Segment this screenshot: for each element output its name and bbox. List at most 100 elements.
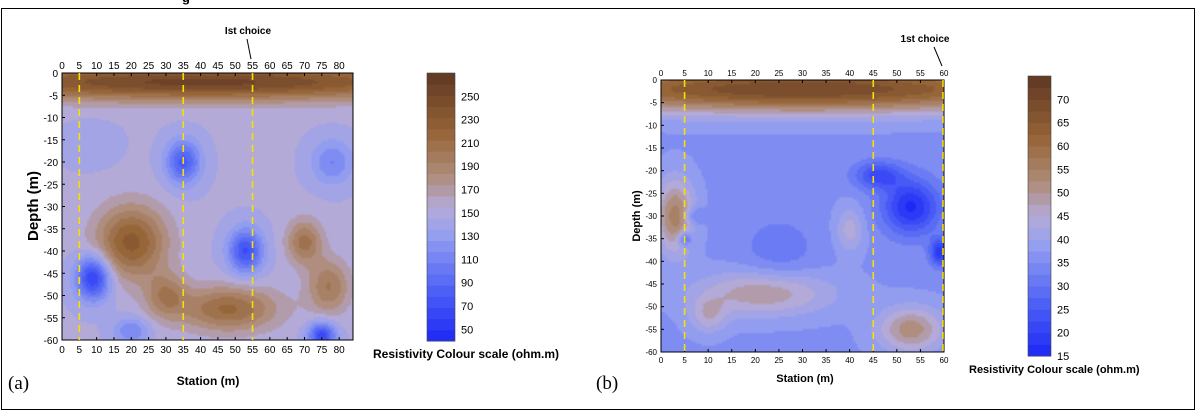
xlabel-b: Station (m) [776, 373, 834, 385]
heatmap-b [661, 80, 944, 352]
x-tick-top-label: 65 [282, 61, 294, 72]
x-tick-bottom-label: 10 [704, 356, 713, 365]
annotation-a: Ist choice [225, 26, 272, 37]
x-tick-top-label: 10 [91, 61, 103, 72]
colorbar-b: 15 20 25 30 35 40 45 50 55 60 65 70 [1027, 75, 1069, 363]
y-tick-label: -10 [44, 114, 59, 125]
colorbar-tick-label: 190 [461, 161, 479, 173]
colorbar-tick-label: 210 [461, 138, 479, 150]
y-tick-label: -40 [645, 257, 657, 266]
colorbar-label-a: Resistivity Colour scale (ohm.m) [373, 347, 559, 361]
colorbar-segment [1028, 251, 1051, 264]
x-tick-top-label: 15 [727, 69, 736, 78]
x-tick-bottom-label: 30 [160, 345, 172, 356]
x-tick-bottom-label: 80 [334, 345, 346, 356]
colorbar-segment [1028, 297, 1051, 310]
colorbar-tick-label: 70 [1057, 94, 1069, 106]
x-tick-top-label: 50 [892, 69, 901, 78]
x-tick-top-label: 50 [230, 61, 242, 72]
x-tick-bottom-label: 60 [264, 345, 276, 356]
panel-label-a: (a) [8, 373, 30, 394]
x-tick-top-label: 40 [845, 69, 854, 78]
y-tick-label: 0 [52, 69, 58, 80]
y-tick-label: -15 [645, 144, 657, 153]
colorbar-segment [427, 262, 455, 275]
colorbar-segment [1028, 134, 1051, 147]
colorbar-segment [427, 151, 455, 163]
x-ticks-bottom-a: 0 5 10 15 20 25 30 35 40 45 50 55 60 65 70 75 80 [59, 337, 345, 356]
clipped-caption-fragment: g [182, 0, 190, 5]
x-tick-bottom-label: 20 [751, 356, 760, 365]
colorbar-segment [1028, 321, 1051, 334]
x-tick-bottom-label: 30 [798, 356, 807, 365]
x-tick-top-label: 35 [822, 69, 831, 78]
y-tick-label: 0 [653, 76, 658, 85]
y-tick-label: -60 [645, 348, 657, 357]
x-tick-top-label: 45 [869, 69, 878, 78]
colorbar-segment [427, 274, 455, 286]
x-tick-top-label: 60 [264, 61, 276, 72]
x-tick-top-label: 40 [195, 61, 207, 72]
x-tick-top-label: 25 [143, 61, 155, 72]
colorbar-segment [1028, 76, 1051, 89]
y-tick-label: -10 [645, 121, 657, 130]
colorbar-segment [1028, 262, 1051, 275]
colorbar-segment [1028, 239, 1051, 252]
colorbar-segment [427, 117, 455, 130]
colorbar-outline [1027, 75, 1052, 357]
x-tick-top-label: 10 [704, 69, 713, 78]
colorbar-segment [1028, 99, 1051, 112]
x-tick-top-label: 60 [940, 69, 949, 78]
y-tick-label: -5 [650, 99, 658, 108]
x-tick-top-label: 30 [798, 69, 807, 78]
x-tick-top-label: 0 [659, 69, 664, 78]
colorbar-tick-label: 45 [1057, 211, 1069, 223]
x-tick-bottom-label: 5 [77, 345, 83, 356]
colorbar-label-b: Resistivity Colour scale (ohm.m) [969, 364, 1140, 376]
dashed-lines-b [683, 80, 944, 352]
colorbar-tick-label: 250 [461, 91, 479, 103]
x-tick-bottom-label: 15 [108, 345, 120, 356]
y-tick-label: -35 [44, 225, 59, 236]
colorbar-outline [426, 72, 456, 342]
colorbar-segment [427, 229, 455, 241]
y-tick-label: -30 [645, 212, 657, 221]
colorbar-tick-label: 35 [1057, 258, 1069, 270]
colorbar-a: 50 70 90 110 130 150 170 190 210 230 250 [426, 72, 479, 342]
x-tick-top-label: 25 [774, 69, 783, 78]
colorbar-segment [1028, 309, 1051, 322]
y-tick-label: -20 [645, 167, 657, 176]
colorbar-segment [1028, 204, 1051, 217]
y-tick-label: -25 [44, 180, 59, 191]
ylabel-b: Depth (m) [631, 190, 643, 242]
colorbar-tick-label: 50 [461, 324, 473, 336]
colorbar-tick-label: 170 [461, 185, 479, 197]
colorbar-segment [1028, 169, 1051, 182]
colorbar-segment [427, 73, 455, 85]
colorbar-segment [427, 106, 455, 119]
colorbar-segment [1028, 87, 1051, 100]
colorbar-tick-label: 20 [1057, 328, 1069, 340]
annotation-arrow-a [246, 38, 252, 60]
x-tick-top-label: 55 [916, 69, 925, 78]
colorbar-segment [1028, 122, 1051, 135]
x-tick-top-label: 20 [126, 61, 138, 72]
x-tick-top-label: 5 [77, 61, 83, 72]
x-tick-bottom-label: 0 [59, 345, 65, 356]
panel-label-b: (b) [596, 373, 619, 394]
colorbar-segment [427, 195, 455, 208]
y-tick-label: -15 [44, 136, 59, 147]
x-tick-bottom-label: 15 [727, 356, 736, 365]
heatmap-a [62, 73, 353, 340]
colorbar-segment [1028, 146, 1051, 159]
x-tick-top-label: 75 [316, 61, 328, 72]
x-tick-top-label: 70 [299, 61, 311, 72]
ylabel-a: Depth (m) [25, 171, 42, 241]
colorbar-segment [427, 318, 455, 331]
x-tick-top-label: 15 [108, 61, 120, 72]
panel-b: 0 5 10 15 20 25 30 35 40 45 50 55 60 0 5 10 15 20 25 30 35 4… [631, 34, 1140, 385]
x-tick-bottom-label: 55 [247, 345, 259, 356]
colorbar-tick-label: 40 [1057, 234, 1069, 246]
colorbar-segment [427, 240, 455, 253]
x-tick-bottom-label: 25 [774, 356, 783, 365]
